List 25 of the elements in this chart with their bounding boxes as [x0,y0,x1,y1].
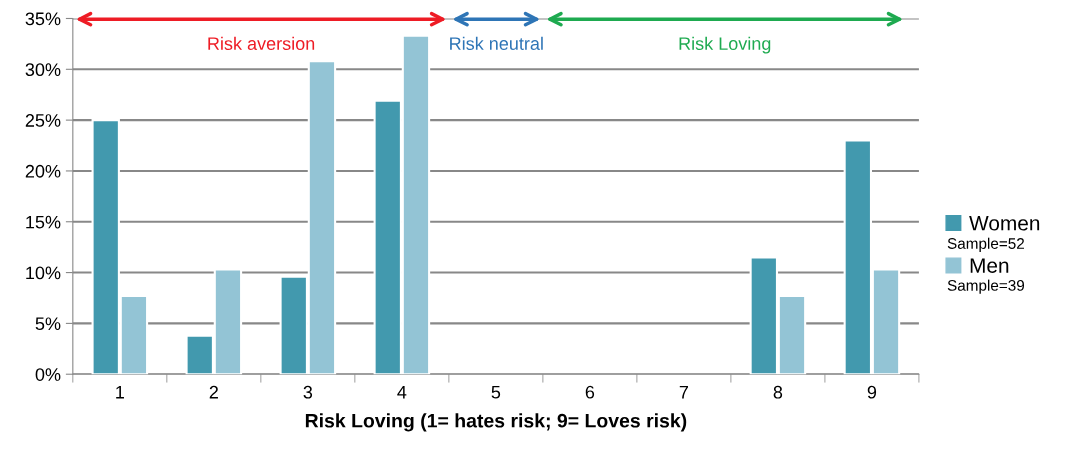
text: Sample=52 [947,237,1024,252]
x-tick-label: 1 [116,385,124,399]
legend-label: Women [969,216,1040,231]
y-tick-label: 30% [25,63,61,77]
x-tick-label: 7 [679,385,689,399]
x-tick-label: 5 [491,385,501,399]
text: Sample=39 [947,279,1025,294]
y-tick-label: 20% [25,164,61,178]
y-tick-label: 15% [26,215,61,229]
y-tick-label: 0% [35,368,61,381]
x-tick-label: 3 [303,385,313,399]
x-axis-title: Risk Loving (1= hates risk; 9= Loves risk) [305,413,687,432]
y-tick-label: 5% [35,317,61,331]
y-tick-label: 25% [25,114,61,127]
x-tick-label: 4 [397,385,407,399]
annotation: Risk neutral [450,36,543,51]
y-tick-label: 10% [26,266,61,280]
x-tick-label: 2 [209,385,218,399]
y-tick-label: 35% [25,12,61,26]
x-tick-label: 9 [867,385,877,399]
x-tick-label: 6 [585,385,595,399]
x-tick-label: 8 [773,385,783,399]
annotation: Risk aversion [208,36,315,51]
annotation: Risk Loving [679,36,771,54]
legend-label: Men [970,258,1009,273]
